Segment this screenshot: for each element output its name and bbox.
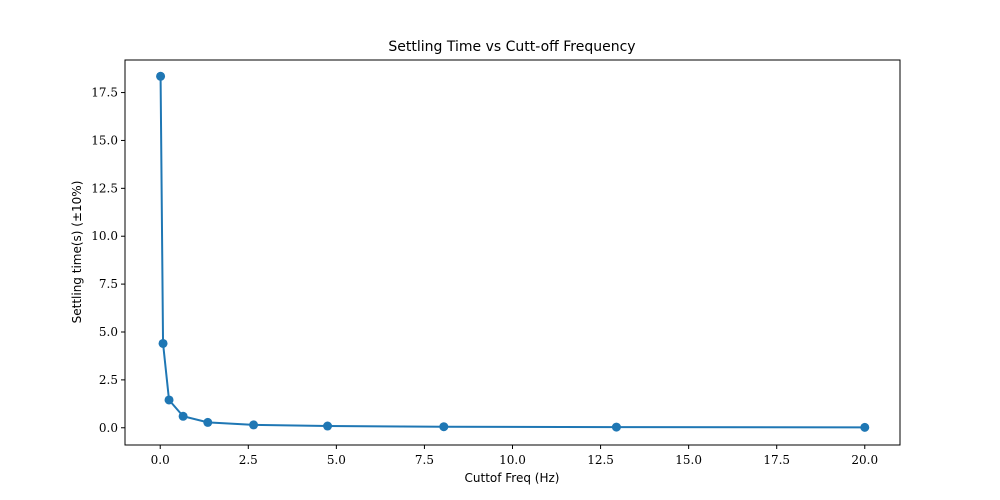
x-tick-label: 5.0	[327, 453, 346, 467]
x-tick-label: 12.5	[587, 453, 614, 467]
x-tick-label: 20.0	[851, 453, 878, 467]
series-line	[159, 76, 865, 429]
y-axis-label: Settling time(s) (±10%)	[70, 181, 84, 324]
data-point	[178, 411, 188, 421]
plot-frame	[124, 59, 901, 446]
x-axis-ticks: 0.0 2.5 5.0 7.5 10.0 12.5 15.0 17.5 20.0	[151, 445, 878, 467]
x-tick-label: 0.0	[151, 453, 170, 467]
chart-title: Settling Time vs Cutt-off Frequency	[388, 39, 635, 55]
data-point	[249, 420, 259, 430]
data-point	[203, 417, 213, 427]
y-tick-label: 0.0	[99, 421, 118, 435]
x-tick-label: 10.0	[499, 453, 526, 467]
y-axis-ticks: 0.0 2.5 5.0 7.5 10.0 12.5 15.0 17.5	[91, 86, 125, 435]
data-point	[439, 422, 449, 432]
data-point	[611, 422, 621, 432]
y-tick-label: 15.0	[91, 133, 118, 147]
x-tick-label: 2.5	[239, 453, 258, 467]
data-point	[323, 421, 333, 431]
x-tick-label: 17.5	[763, 453, 790, 467]
x-axis-label: Cuttof Freq (Hz)	[465, 471, 560, 485]
data-point	[158, 338, 168, 348]
x-tick-label: 7.5	[415, 453, 434, 467]
x-tick-label: 15.0	[675, 453, 702, 467]
data-point	[156, 71, 166, 81]
plot-series	[156, 71, 870, 432]
y-tick-label: 12.5	[91, 181, 118, 195]
y-tick-label: 5.0	[99, 325, 118, 339]
y-tick-label: 7.5	[99, 277, 118, 291]
y-tick-label: 10.0	[91, 229, 118, 243]
y-tick-label: 2.5	[99, 373, 118, 387]
y-tick-label: 17.5	[91, 86, 118, 100]
data-point	[860, 422, 870, 432]
data-point	[164, 395, 174, 405]
